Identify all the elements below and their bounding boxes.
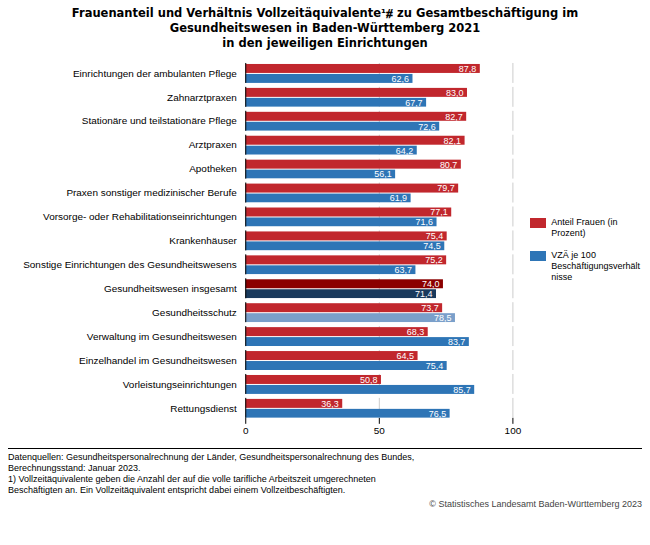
svg-text:Rettungsdienst: Rettungsdienst — [170, 402, 237, 413]
svg-text:87,8: 87,8 — [459, 64, 476, 74]
svg-text:0: 0 — [243, 425, 249, 436]
html-text:VZÄ je 100 Beschäftigungsverhä: VZÄ je 100 Beschäftigungsverhält nisse — [551, 249, 640, 283]
html-text:© Statistisches Landesamt Bade: © Statistisches Landesamt Baden-Württemb… — [429, 498, 642, 509]
svg-text:85,7: 85,7 — [453, 385, 470, 395]
svg-text:Vorsorge- oder Rehabilitations: Vorsorge- oder Rehabilitationseinrichtun… — [43, 211, 237, 222]
svg-text:83,0: 83,0 — [446, 88, 463, 98]
svg-text:Krankenhäuser: Krankenhäuser — [169, 235, 237, 246]
svg-text:Zahnarztpraxen: Zahnarztpraxen — [167, 91, 237, 102]
html-text:Anteil Frauen (in Prozent): Anteil Frauen (in Prozent) — [551, 217, 618, 239]
svg-text:Stationäre und teilstationäre: Stationäre und teilstationäre Pflege — [82, 115, 237, 126]
svg-text:67,7: 67,7 — [405, 98, 422, 108]
svg-text:Verwaltung im Gesundheitswesen: Verwaltung im Gesundheitswesen — [87, 331, 237, 342]
svg-text:74,5: 74,5 — [423, 241, 440, 251]
html-text:Frauenanteil und Verhältnis Vo: Frauenanteil und Verhältnis Vollzeitäqui… — [71, 6, 579, 35]
svg-text:68,3: 68,3 — [407, 327, 424, 337]
svg-text:62,6: 62,6 — [392, 74, 409, 84]
svg-text:56,1: 56,1 — [374, 169, 391, 179]
html-text:Datenquellen: Gesundheitsperso: Datenquellen: Gesundheitspersonalrechnun… — [8, 451, 415, 462]
svg-text:77,1: 77,1 — [430, 207, 447, 217]
svg-text:64,5: 64,5 — [397, 351, 414, 361]
svg-text:Einzelhandel im Gesundheitswes: Einzelhandel im Gesundheitswesen — [79, 355, 237, 366]
svg-text:36,3: 36,3 — [321, 399, 338, 409]
svg-text:Gesundheitswesen insgesamt: Gesundheitswesen insgesamt — [104, 283, 237, 294]
svg-text:61,9: 61,9 — [390, 193, 407, 203]
svg-text:Einrichtungen der ambulanten P: Einrichtungen der ambulanten Pflege — [73, 67, 237, 78]
svg-text:80,7: 80,7 — [440, 159, 457, 169]
svg-text:73,7: 73,7 — [421, 303, 438, 313]
svg-text:74,0: 74,0 — [422, 279, 439, 289]
svg-text:71,6: 71,6 — [416, 217, 433, 227]
svg-text:82,1: 82,1 — [444, 135, 461, 145]
svg-text:75,2: 75,2 — [425, 255, 442, 265]
svg-text:63,7: 63,7 — [394, 265, 411, 275]
svg-text:72,6: 72,6 — [418, 121, 435, 131]
svg-text:Praxen sonstiger medizinischer: Praxen sonstiger medizinischer Berufe — [66, 187, 237, 198]
html-text:in den jeweiligen Einrichtunge: in den jeweiligen Einrichtungen — [222, 35, 428, 50]
html-text:Berechnungsstand: Januar 2023.: Berechnungsstand: Januar 2023. — [8, 462, 141, 473]
svg-text:100: 100 — [505, 425, 522, 436]
svg-text:76,5: 76,5 — [429, 409, 446, 419]
svg-text:83,7: 83,7 — [448, 337, 465, 347]
svg-text:Gesundheitsschutz: Gesundheitsschutz — [152, 307, 237, 318]
html-text:Beschäftigten an. Ein Vollzeit: Beschäftigten an. Ein Vollzeitäquivalent… — [8, 485, 346, 496]
svg-text:82,7: 82,7 — [445, 111, 462, 121]
svg-text:75,4: 75,4 — [426, 231, 443, 241]
svg-text:78,5: 78,5 — [434, 313, 451, 323]
svg-text:75,4: 75,4 — [426, 361, 443, 371]
svg-text:Sonstige Einrichtungen des Ges: Sonstige Einrichtungen des Gesundheitswe… — [23, 259, 237, 270]
svg-text:50: 50 — [374, 425, 386, 436]
svg-text:Vorleistungseinrichtungen: Vorleistungseinrichtungen — [123, 378, 237, 389]
svg-text:64,2: 64,2 — [396, 145, 413, 155]
svg-text:79,7: 79,7 — [437, 183, 454, 193]
svg-text:Apotheken: Apotheken — [189, 163, 237, 174]
svg-text:Arztpraxen: Arztpraxen — [189, 139, 237, 150]
svg-text:50,8: 50,8 — [360, 375, 377, 385]
svg-text:71,4: 71,4 — [415, 289, 432, 299]
html-text:1) Vollzeitäquivalente geben d: 1) Vollzeitäquivalente geben die Anzahl … — [8, 474, 376, 485]
